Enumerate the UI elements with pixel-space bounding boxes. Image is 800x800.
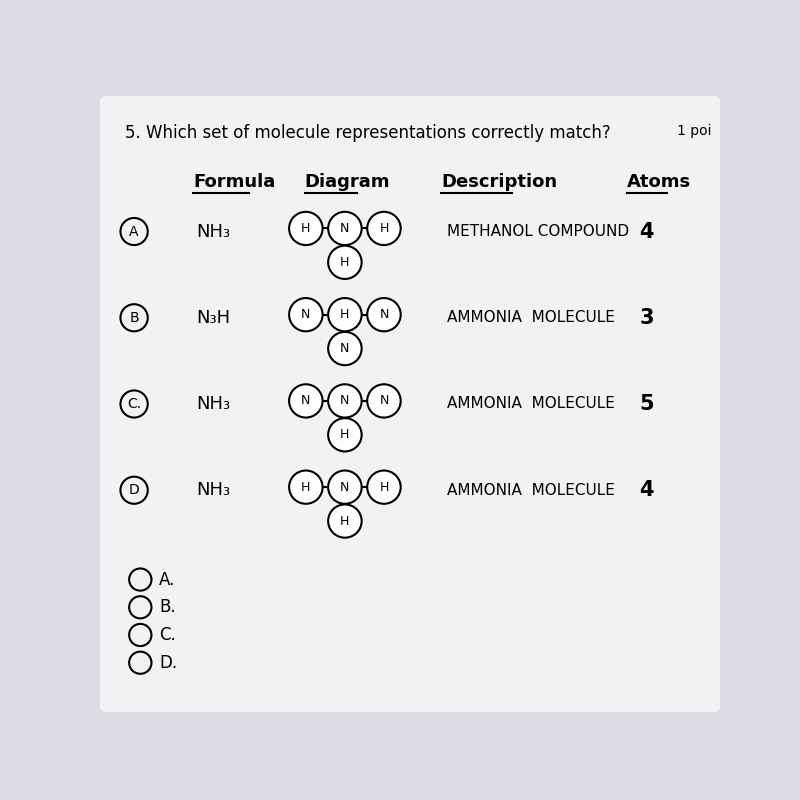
Text: 1 poi: 1 poi <box>677 124 711 138</box>
Circle shape <box>289 212 322 245</box>
Text: NH₃: NH₃ <box>196 222 230 241</box>
Text: C.: C. <box>127 397 141 411</box>
Text: N: N <box>340 342 350 355</box>
Circle shape <box>328 384 362 418</box>
Circle shape <box>289 470 322 504</box>
Text: AMMONIA  MOLECULE: AMMONIA MOLECULE <box>447 482 615 498</box>
Text: H: H <box>340 514 350 527</box>
Circle shape <box>367 384 401 418</box>
Text: B.: B. <box>159 598 175 616</box>
Text: Diagram: Diagram <box>305 173 390 191</box>
Text: H: H <box>340 256 350 269</box>
Text: N: N <box>340 481 350 494</box>
Circle shape <box>367 212 401 245</box>
Text: NH₃: NH₃ <box>196 482 230 499</box>
Text: N: N <box>301 308 310 321</box>
Circle shape <box>367 298 401 331</box>
Text: Formula: Formula <box>193 173 275 191</box>
FancyBboxPatch shape <box>100 96 720 712</box>
Circle shape <box>328 298 362 331</box>
Circle shape <box>289 384 322 418</box>
Text: 5. Which set of molecule representations correctly match?: 5. Which set of molecule representations… <box>125 124 610 142</box>
Circle shape <box>328 418 362 451</box>
Text: AMMONIA  MOLECULE: AMMONIA MOLECULE <box>447 310 615 326</box>
Text: H: H <box>301 481 310 494</box>
Text: METHANOL COMPOUND: METHANOL COMPOUND <box>447 224 630 239</box>
Text: 5: 5 <box>639 394 654 414</box>
Text: N: N <box>379 308 389 321</box>
Text: D: D <box>129 483 139 498</box>
Text: N: N <box>301 394 310 407</box>
Text: H: H <box>379 222 389 235</box>
Text: AMMONIA  MOLECULE: AMMONIA MOLECULE <box>447 397 615 411</box>
Circle shape <box>289 298 322 331</box>
Text: A.: A. <box>159 570 175 589</box>
Circle shape <box>328 212 362 245</box>
Text: D.: D. <box>159 654 177 672</box>
Circle shape <box>328 470 362 504</box>
Text: 4: 4 <box>639 222 654 242</box>
Circle shape <box>328 246 362 279</box>
Text: C.: C. <box>159 626 176 644</box>
Circle shape <box>328 332 362 365</box>
Text: H: H <box>340 428 350 442</box>
Text: N: N <box>340 394 350 407</box>
Circle shape <box>328 505 362 538</box>
Text: 3: 3 <box>639 308 654 328</box>
Text: H: H <box>340 308 350 321</box>
Text: Description: Description <box>441 173 557 191</box>
Circle shape <box>367 470 401 504</box>
Text: H: H <box>379 481 389 494</box>
Text: B: B <box>130 310 139 325</box>
Text: Atoms: Atoms <box>627 173 691 191</box>
Text: 4: 4 <box>639 480 654 500</box>
Text: N₃H: N₃H <box>196 309 230 326</box>
Text: H: H <box>301 222 310 235</box>
Text: A: A <box>130 225 139 238</box>
Text: N: N <box>340 222 350 235</box>
Text: NH₃: NH₃ <box>196 395 230 413</box>
Text: N: N <box>379 394 389 407</box>
